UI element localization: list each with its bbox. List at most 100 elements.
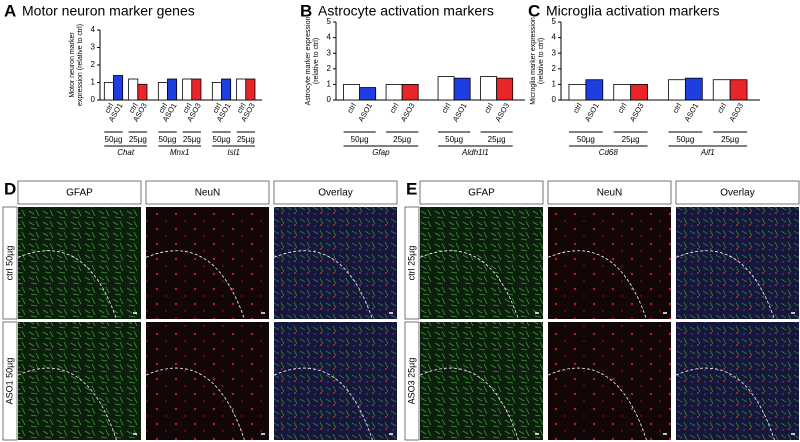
- dose-label: 50µg: [676, 135, 694, 144]
- y-tick-label: 2: [91, 60, 96, 69]
- x-tick-label: ASO1: [682, 101, 700, 123]
- bar: [128, 78, 139, 101]
- x-tick-label: ctrl: [482, 101, 495, 114]
- gene-label: Chat: [117, 148, 135, 157]
- row-label: ctrl 25µg: [406, 246, 416, 281]
- y-tick-label: 2: [552, 64, 557, 73]
- column-header-box: [145, 180, 270, 205]
- region-outline: [675, 250, 775, 320]
- bar: [167, 78, 178, 101]
- dose-label: 50µg: [159, 135, 177, 144]
- region-outline: [547, 250, 647, 320]
- micrograph: [420, 207, 543, 319]
- x-tick-label: ctrl: [571, 101, 584, 114]
- gene-label: Aif1: [700, 148, 715, 157]
- x-tick-label: ctrl: [157, 101, 170, 114]
- x-tick-label: ctrl: [388, 101, 401, 114]
- row-label-box: [404, 321, 420, 441]
- x-tick-label: ctrl: [440, 101, 453, 114]
- y-tick-label: 1: [91, 78, 96, 87]
- row-label-box: [2, 206, 18, 320]
- x-tick-label: ctrl: [103, 101, 116, 114]
- micrograph: [146, 207, 269, 319]
- dose-label: 25µg: [622, 135, 640, 144]
- y-axis-label: (relative to ctrl): [313, 38, 320, 84]
- dose-label: 50µg: [105, 135, 123, 144]
- y-tick-label: 3: [552, 48, 557, 57]
- column-header: Overlay: [318, 188, 352, 199]
- column-header: Overlay: [720, 188, 754, 199]
- column-header: GFAP: [66, 188, 93, 199]
- y-tick-label: 5: [552, 17, 557, 26]
- row-label: ASO3 25µg: [406, 358, 416, 405]
- region-outline: [675, 367, 775, 441]
- bar: [401, 84, 419, 101]
- bar: [729, 79, 748, 101]
- row-label: ASO1 50µg: [4, 358, 14, 405]
- gene-label: Cd68: [599, 148, 619, 157]
- bar: [613, 84, 632, 101]
- bar: [359, 87, 377, 101]
- micrograph: [676, 207, 799, 319]
- bar: [437, 76, 455, 101]
- region-outline: [145, 367, 245, 441]
- row-label: ctrl 50µg: [4, 246, 14, 281]
- y-axis-label: Motor neuron marker: [69, 32, 76, 98]
- bar: [385, 84, 403, 101]
- x-tick-label: ASO3: [399, 101, 417, 123]
- region-outline: [419, 250, 519, 320]
- bar: [103, 82, 114, 101]
- x-tick-label: ctrl: [616, 101, 629, 114]
- micrograph: [274, 207, 397, 319]
- bar: [668, 79, 686, 101]
- x-tick-label: ASO3: [628, 101, 646, 123]
- bar: [496, 77, 514, 101]
- bar: [191, 78, 202, 101]
- bar: [211, 82, 222, 101]
- micrograph: [676, 322, 799, 440]
- x-tick-label: ASO1: [356, 101, 374, 123]
- x-tick-label: ctrl: [715, 101, 728, 114]
- bar: [137, 83, 148, 101]
- gene-label: Gfap: [372, 148, 390, 157]
- column-header: NeuN: [195, 188, 221, 199]
- bar: [630, 84, 648, 101]
- chart-title: Motor neuron marker genes: [22, 3, 195, 19]
- region-outline: [419, 367, 519, 441]
- dose-label: 50µg: [351, 135, 369, 144]
- dose-label: 50µg: [213, 135, 231, 144]
- dose-label: 50µg: [445, 135, 463, 144]
- dose-label: 25µg: [237, 135, 255, 144]
- dose-label: 25µg: [393, 135, 411, 144]
- y-tick-label: 1: [552, 80, 557, 89]
- bar: [568, 84, 587, 101]
- column-header: NeuN: [597, 188, 623, 199]
- micrographs: D GFAP NeuN Overlay ctrl 50µg ASO1 50µg E GFAP N…: [2, 179, 800, 441]
- x-tick-label: ctrl: [127, 101, 140, 114]
- y-tick-label: 5: [327, 17, 332, 26]
- y-tick-label: 3: [91, 43, 96, 52]
- x-tick-label: ASO3: [493, 101, 511, 123]
- region-outline: [17, 250, 117, 320]
- y-tick-label: 4: [327, 33, 332, 42]
- y-axis-label: (relative to ctrl): [538, 38, 545, 84]
- y-tick-label: 4: [91, 25, 96, 34]
- bar: [343, 84, 361, 101]
- bar: [157, 82, 168, 101]
- y-tick-label: 0: [552, 95, 557, 104]
- x-tick-label: ctrl: [345, 101, 358, 114]
- micrograph: [274, 322, 397, 440]
- dose-label: 25µg: [721, 135, 739, 144]
- y-tick-label: 1: [327, 80, 332, 89]
- micrograph: [548, 322, 671, 440]
- bar: [245, 78, 256, 101]
- y-tick-label: 0: [327, 95, 332, 104]
- column-header-box: [547, 180, 672, 205]
- column-header-box: [419, 180, 544, 205]
- y-tick-label: 0: [91, 95, 96, 104]
- x-tick-label: ctrl: [181, 101, 194, 114]
- dose-label: 25µg: [129, 135, 147, 144]
- gene-label: Isl1: [227, 148, 239, 157]
- x-tick-label: ASO1: [451, 101, 469, 123]
